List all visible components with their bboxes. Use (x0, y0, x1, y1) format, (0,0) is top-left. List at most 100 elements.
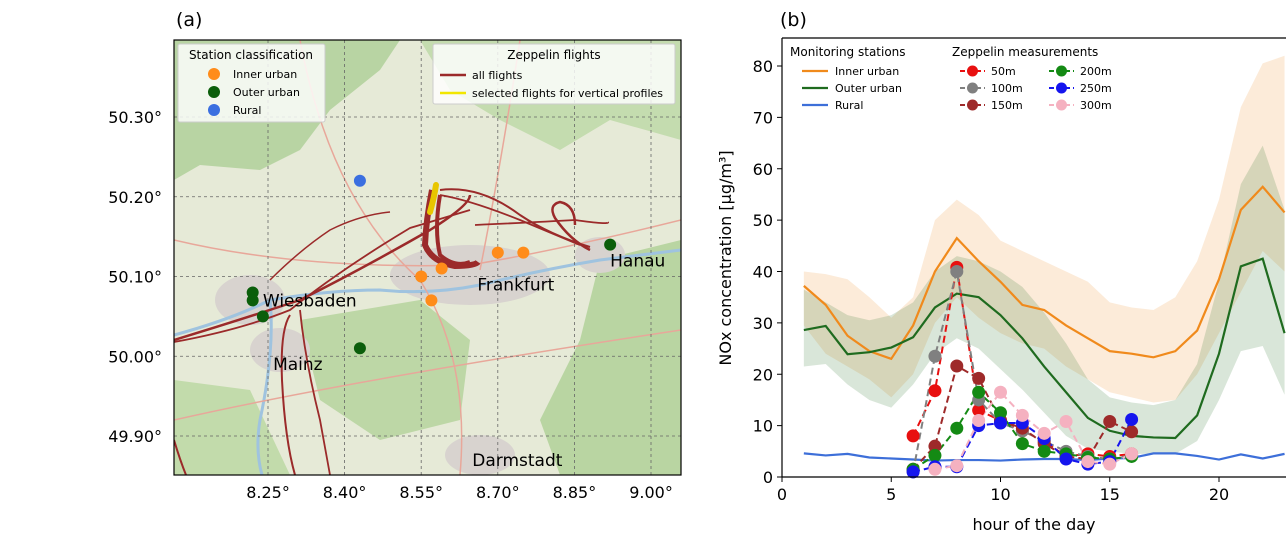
river (256, 299, 273, 475)
flight-legend: Zeppelin flights all flights selected fl… (432, 43, 676, 105)
station-marker (256, 310, 269, 323)
road (174, 329, 681, 421)
legend-label-all-flights: all flights (472, 69, 523, 82)
zeppelin-point-100m (950, 265, 964, 278)
zeppelin-point-300m (1037, 426, 1051, 440)
y-tick-label: 10 (753, 417, 773, 436)
station-legend: Station classification Inner urban Outer… (177, 43, 326, 123)
legend-label-zeppelin: 150m (991, 99, 1023, 112)
panel-a-label: (a) (176, 9, 203, 31)
legend-label-rural: Rural (233, 104, 261, 117)
zeppelin-point-150m (972, 371, 986, 385)
station-marker (415, 270, 428, 283)
line-rural (803, 452, 1285, 462)
zeppelin-series (906, 260, 1139, 479)
zeppelin-line-300m (934, 390, 1133, 471)
zeppelin-point-300m (1125, 447, 1139, 461)
station-marker (604, 238, 617, 251)
monitoring-legend-title: Monitoring stations (790, 45, 906, 59)
zeppelin-point-300m (1081, 455, 1095, 469)
legend-marker-zeppelin (1056, 82, 1067, 94)
map-lon-tick-label: 8.85° (553, 483, 597, 502)
band-inner-urban (803, 55, 1285, 403)
forest-area (540, 240, 681, 475)
y-axis-label: NOx concentration [µg/m³] (716, 150, 735, 365)
x-tick-label: 0 (777, 485, 787, 504)
zeppelin-point-50m (928, 384, 942, 398)
flight-legend-title: Zeppelin flights (507, 48, 600, 62)
station-marker (246, 294, 259, 307)
station-marker (425, 294, 438, 307)
zeppelin-point-250m (1125, 412, 1139, 426)
city-label: Mainz (273, 355, 323, 375)
x-axis-label: hour of the day (972, 515, 1095, 534)
legend-label-station: Inner urban (835, 65, 899, 78)
y-tick-label: 70 (753, 108, 773, 127)
zeppelin-point-50m (906, 429, 920, 443)
zeppelin-point-200m (1037, 444, 1051, 458)
station-marker (517, 246, 530, 259)
map-lon-ticks: 8.25° 8.40° 8.55° 8.70° 8.85° 9.00° (246, 483, 673, 502)
flight-tracks (174, 188, 609, 475)
legend-marker-zeppelin (967, 82, 978, 94)
zeppelin-point-150m (950, 359, 964, 373)
zeppelin-point-100m (928, 349, 942, 363)
forest-area (300, 300, 470, 440)
map-lon-tick-label: 9.00° (629, 483, 673, 502)
station-legend-title: Station classification (189, 48, 313, 62)
legend-marker-zeppelin (1056, 65, 1067, 77)
city-labels: Wiesbaden Mainz Frankfurt Hanau Darmstadt (263, 252, 665, 471)
legend-label-outer-urban: Outer urban (233, 86, 300, 99)
map-lon-tick-label: 8.70° (476, 483, 520, 502)
map-lat-tick-label: 50.10° (108, 268, 162, 287)
line-inner-urban (803, 185, 1286, 361)
legend-label-zeppelin: 100m (991, 82, 1023, 95)
zeppelin-point-200m (994, 406, 1007, 420)
zeppelin-point-200m (950, 421, 964, 435)
zeppelin-point-200m (928, 448, 942, 462)
map-lat-tick-label: 50.30° (108, 108, 162, 127)
zeppelin-point-250m (994, 416, 1007, 430)
zeppelin-point-50m (972, 403, 986, 417)
map-lat-tick-label: 50.20° (108, 188, 162, 207)
city-label: Frankfurt (477, 275, 554, 295)
station-marker (435, 262, 448, 275)
urban-area (250, 328, 310, 372)
x-tick-label: 5 (886, 485, 896, 504)
zeppelin-point-200m (1015, 437, 1029, 451)
panel-b-label: (b) (780, 9, 807, 31)
city-label: Darmstadt (472, 451, 562, 471)
x-tick-label: 20 (1209, 485, 1229, 504)
legend-label-zeppelin: 50m (991, 65, 1016, 78)
legend-marker-zeppelin (967, 99, 978, 111)
x-ticks: 0 5 10 15 20 (777, 477, 1229, 504)
map-lat-tick-label: 50.00° (108, 347, 162, 366)
legend-label-station: Outer urban (835, 82, 902, 95)
city-label: Hanau (610, 252, 665, 272)
legend-marker-outer-urban (208, 86, 220, 98)
y-tick-label: 0 (763, 468, 773, 487)
river (174, 248, 681, 337)
zeppelin-point-300m (972, 413, 986, 427)
legend-marker-rural (208, 104, 220, 116)
station-marker (353, 174, 366, 187)
map-lon-tick-label: 8.55° (399, 483, 443, 502)
map-lat-ticks: 50.30° 50.20° 50.10° 50.00° 49.90° (108, 108, 162, 446)
map-lon-tick-label: 8.40° (323, 483, 367, 502)
y-tick-label: 30 (753, 314, 773, 333)
station-lines (803, 185, 1286, 462)
zeppelin-point-300m (1015, 408, 1029, 422)
legend-marker-inner-urban (208, 68, 220, 80)
legend-marker-zeppelin (967, 65, 978, 77)
map-lat-tick-label: 49.90° (108, 427, 162, 446)
forest-area (174, 380, 290, 475)
map-frame (173, 39, 682, 476)
zeppelin-point-250m (906, 465, 920, 479)
zeppelin-point-300m (928, 462, 942, 476)
zeppelin-legend: Zeppelin measurements 50m 100m 150m 200m 250… (952, 45, 1112, 112)
legend-marker-zeppelin (1056, 99, 1067, 111)
zeppelin-point-250m (1059, 452, 1073, 466)
zeppelin-point-300m (950, 459, 964, 473)
